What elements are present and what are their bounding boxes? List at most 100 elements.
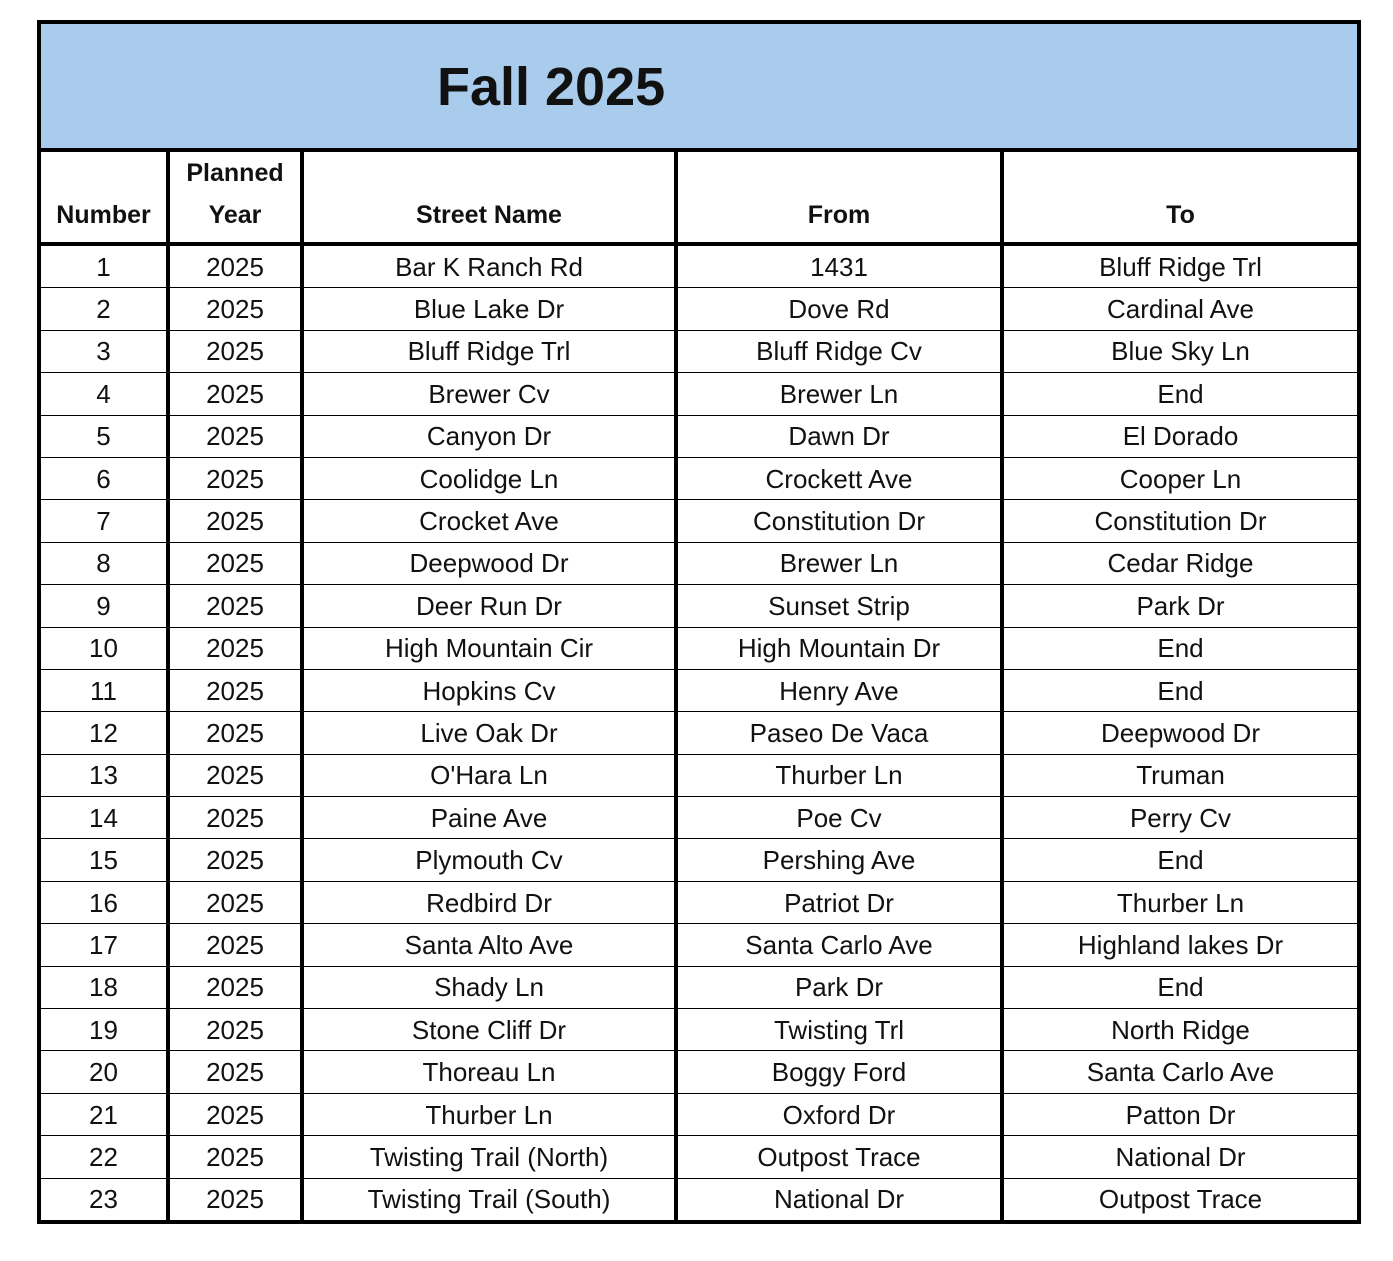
cell-planned-year: 2025 bbox=[166, 966, 302, 1010]
cell-from: Dove Rd bbox=[674, 287, 1002, 331]
cell-from: Bluff Ridge Cv bbox=[674, 330, 1002, 374]
cell-street-name: Live Oak Dr bbox=[300, 711, 676, 755]
cell-from: Brewer Ln bbox=[674, 542, 1002, 586]
cell-number: 11 bbox=[41, 669, 168, 713]
cell-planned-year: 2025 bbox=[166, 499, 302, 543]
table-row: 18 2025 Shady Ln Park Dr End bbox=[41, 966, 1357, 1010]
cell-street-name: Stone Cliff Dr bbox=[300, 1008, 676, 1052]
col-header-number: Number bbox=[41, 152, 168, 246]
table-row: 5 2025 Canyon Dr Dawn Dr El Dorado bbox=[41, 415, 1357, 458]
cell-planned-year: 2025 bbox=[166, 838, 302, 882]
cell-from: Brewer Ln bbox=[674, 372, 1002, 416]
cell-street-name: Thoreau Ln bbox=[300, 1050, 676, 1094]
table-row: 13 2025 O'Hara Ln Thurber Ln Truman bbox=[41, 754, 1357, 798]
cell-planned-year: 2025 bbox=[166, 457, 302, 501]
page-title: Fall 2025 bbox=[437, 57, 666, 117]
table-row: 3 2025 Bluff Ridge Trl Bluff Ridge Cv Blue S… bbox=[41, 330, 1357, 374]
cell-to: End bbox=[1000, 669, 1357, 713]
cell-to: Patton Dr bbox=[1000, 1093, 1357, 1137]
cell-number: 5 bbox=[41, 415, 168, 458]
cell-number: 4 bbox=[41, 372, 168, 416]
cell-planned-year: 2025 bbox=[166, 415, 302, 458]
cell-number: 13 bbox=[41, 754, 168, 798]
cell-number: 23 bbox=[89, 1184, 118, 1215]
cell-to: Truman bbox=[1000, 754, 1357, 798]
cell-to: Cardinal Ave bbox=[1000, 287, 1357, 331]
cell-from: High Mountain Dr bbox=[674, 627, 1002, 670]
cell-to: North Ridge bbox=[1000, 1008, 1357, 1052]
cell-planned-year: 2025 bbox=[166, 1093, 302, 1137]
cell-number: 20 bbox=[41, 1050, 168, 1094]
cell-number: 15 bbox=[41, 838, 168, 882]
col-header-street-name: Street Name bbox=[300, 152, 676, 246]
schedule-table-container: Fall 2025 Number Planned Year Street Name… bbox=[37, 20, 1361, 1224]
cell-planned-year: 2025 bbox=[166, 287, 302, 331]
cell-to: Cooper Ln bbox=[1000, 457, 1357, 501]
cell-planned-year: 2025 bbox=[166, 711, 302, 755]
cell-to: End bbox=[1000, 372, 1357, 416]
header-row: Number Planned Year Street Name From To bbox=[41, 152, 1357, 246]
table-row: 20 2025 Thoreau Ln Boggy Ford Santa Carlo Av… bbox=[41, 1050, 1357, 1094]
table-row: 4 2025 Brewer Cv Brewer Ln End bbox=[41, 372, 1357, 416]
street-schedule-table: Number Planned Year Street Name From To 1… bbox=[41, 152, 1357, 1220]
cell-number: 8 bbox=[41, 542, 168, 586]
cell-from: Twisting Trl bbox=[674, 1008, 1002, 1052]
cell-from: Dawn Dr bbox=[674, 415, 1002, 458]
cell-to: Bluff Ridge Trl bbox=[1000, 244, 1357, 289]
cell-street-name: Blue Lake Dr bbox=[300, 287, 676, 331]
cell-street-name: High Mountain Cir bbox=[300, 627, 676, 670]
cell-to: Santa Carlo Ave bbox=[1000, 1050, 1357, 1094]
table-row: 11 2025 Hopkins Cv Henry Ave End bbox=[41, 669, 1357, 713]
col-header-year-line1: Planned bbox=[186, 159, 284, 187]
cell-from: Thurber Ln bbox=[674, 754, 1002, 798]
cell-from: Outpost Trace bbox=[674, 1135, 1002, 1179]
table-row: 19 2025 Stone Cliff Dr Twisting Trl North Ri… bbox=[41, 1008, 1357, 1052]
cell-street-name: Thurber Ln bbox=[300, 1093, 676, 1137]
col-header-to: To bbox=[1000, 152, 1357, 246]
col-header-year-line2: Year bbox=[208, 201, 262, 229]
cell-street-name: Twisting Trail (North) bbox=[300, 1135, 676, 1179]
cell-number: 1 bbox=[41, 244, 168, 289]
cell-planned-year: 2025 bbox=[166, 584, 302, 628]
table-row: 10 2025 High Mountain Cir High Mountain Dr E… bbox=[41, 627, 1357, 670]
cell-from: Paseo De Vaca bbox=[674, 711, 1002, 755]
cell-street-name: Santa Alto Ave bbox=[300, 923, 676, 967]
cell-number: 14 bbox=[41, 796, 168, 840]
col-header-from: From bbox=[674, 152, 1002, 246]
table-row: 22 2025 Twisting Trail (North) Outpost Trac… bbox=[41, 1135, 1357, 1179]
cell-from: Park Dr bbox=[674, 966, 1002, 1010]
col-header-planned-year: Planned Year bbox=[166, 152, 302, 246]
cell-number: 18 bbox=[41, 966, 168, 1010]
cell-from: Poe Cv bbox=[674, 796, 1002, 840]
cell-street-name: Deepwood Dr bbox=[300, 542, 676, 586]
cell-planned-year: 2025 bbox=[166, 754, 302, 798]
cell-planned-year: 2025 bbox=[166, 1008, 302, 1052]
cell-street-name: Coolidge Ln bbox=[300, 457, 676, 501]
cell-to: Highland lakes Dr bbox=[1000, 923, 1357, 967]
table-row: 16 2025 Redbird Dr Patriot Dr Thurber Ln bbox=[41, 881, 1357, 925]
cell-from: Sunset Strip bbox=[674, 584, 1002, 628]
cell-number: 12 bbox=[41, 711, 168, 755]
table-row: 21 2025 Thurber Ln Oxford Dr Patton Dr bbox=[41, 1093, 1357, 1137]
cell-to: End bbox=[1000, 966, 1357, 1010]
cell-from: Henry Ave bbox=[674, 669, 1002, 713]
cell-from: Patriot Dr bbox=[674, 881, 1002, 925]
cell-planned-year: 2025 bbox=[166, 796, 302, 840]
table-row: 17 2025 Santa Alto Ave Santa Carlo Ave Highl… bbox=[41, 923, 1357, 967]
cell-planned-year: 2025 bbox=[166, 669, 302, 713]
table-row: 12 2025 Live Oak Dr Paseo De Vaca Deepwood D… bbox=[41, 711, 1357, 755]
cell-number: 21 bbox=[41, 1093, 168, 1137]
cell-from: Pershing Ave bbox=[674, 838, 1002, 882]
table-row: 14 2025 Paine Ave Poe Cv Perry Cv bbox=[41, 796, 1357, 840]
cell-planned-year: 2025 bbox=[166, 627, 302, 670]
cell-from: 1431 bbox=[674, 244, 1002, 289]
cell-number: 9 bbox=[41, 584, 168, 628]
cell-planned-year: 2025 bbox=[166, 881, 302, 925]
cell-street-name: Crocket Ave bbox=[300, 499, 676, 543]
cell-from: Crockett Ave bbox=[674, 457, 1002, 501]
cell-street-name: O'Hara Ln bbox=[300, 754, 676, 798]
cell-to: Deepwood Dr bbox=[1000, 711, 1357, 755]
cell-planned-year: 2025 bbox=[166, 923, 302, 967]
cell-to: National Dr bbox=[1000, 1135, 1357, 1179]
cell-number: 7 bbox=[41, 499, 168, 543]
